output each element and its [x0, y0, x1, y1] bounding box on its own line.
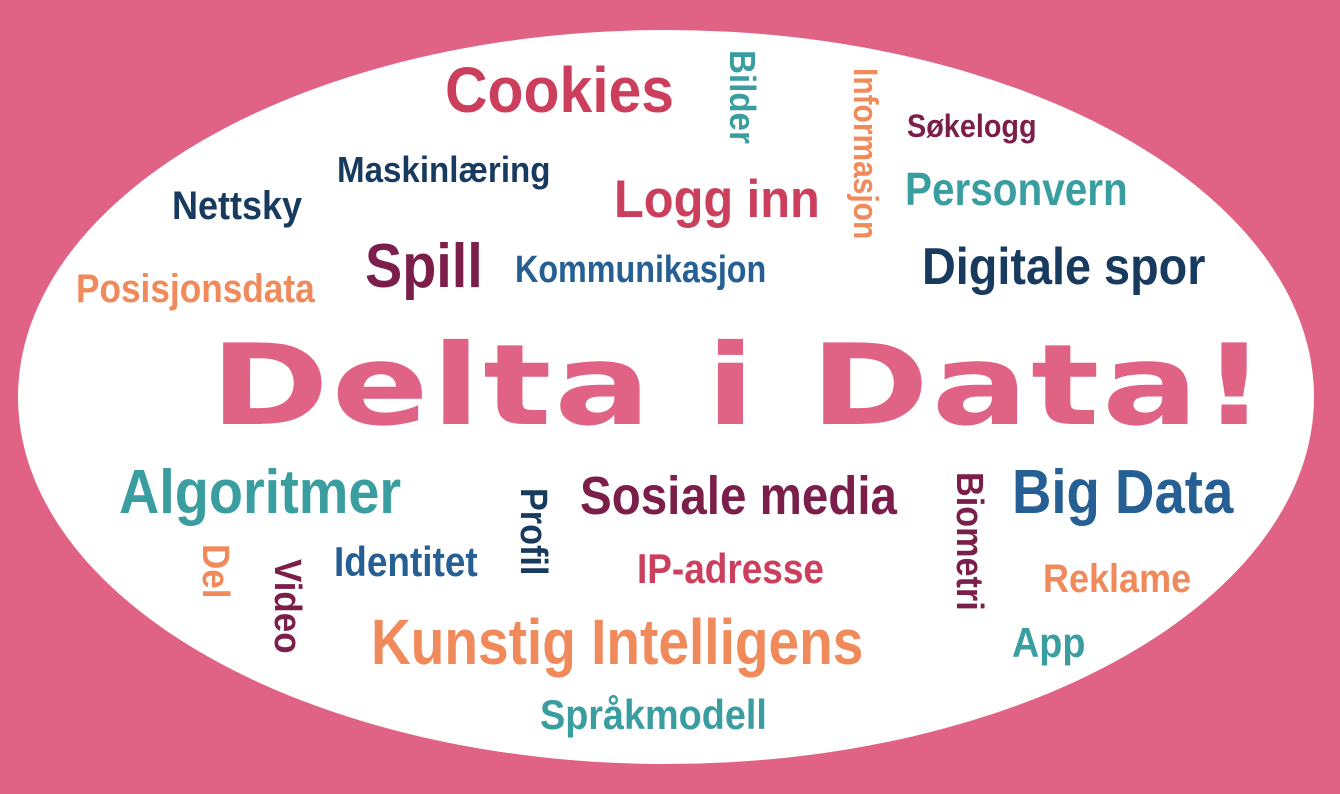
word-personvern: Personvern: [905, 163, 1128, 215]
word-nettsky: Nettsky: [172, 184, 303, 228]
word-kommunikasjon: Kommunikasjon: [515, 249, 767, 291]
word-logg-inn: Logg inn: [614, 170, 820, 229]
word-kunstig-intelligens: Kunstig Intelligens: [371, 606, 864, 678]
word-app: App: [1012, 619, 1086, 666]
word-posisjonsdata: Posisjonsdata: [76, 267, 315, 311]
word-digitale-spor: Digitale spor: [922, 238, 1206, 296]
word-del: Del: [194, 544, 236, 599]
word-profil: Profil: [512, 488, 554, 576]
word-sosiale-media: Sosiale media: [580, 466, 897, 526]
word-identitet: Identitet: [334, 538, 478, 585]
word-spill: Spill: [365, 232, 483, 301]
white-oval-background: [18, 30, 1314, 764]
word-maskinlaering: Maskinlæring: [337, 149, 551, 190]
word-informasjon: Informasjon: [846, 68, 884, 240]
word-bilder: Bilder: [722, 50, 763, 144]
main-title: Delta i Data!: [210, 321, 1270, 451]
word-video: Video: [266, 559, 308, 654]
word-big-data: Big Data: [1012, 458, 1234, 527]
word-biometri: Biometri: [948, 472, 990, 611]
word-ip-adresse: IP-adresse: [637, 545, 824, 592]
word-reklame: Reklame: [1043, 557, 1192, 601]
word-algoritmer: Algoritmer: [119, 458, 402, 527]
word-sokelogg: Søkelogg: [907, 108, 1037, 144]
word-cookies: Cookies: [445, 54, 675, 126]
word-sprakmodell: Språkmodell: [540, 691, 767, 738]
